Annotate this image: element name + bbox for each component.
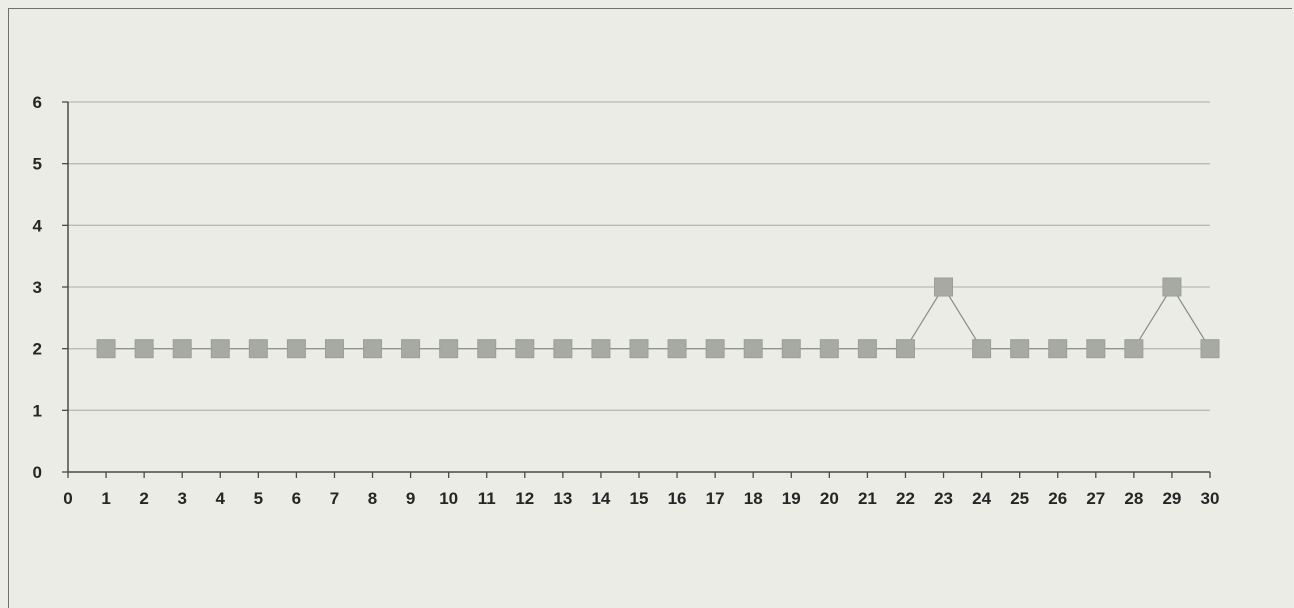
x-tick-label-12: 12: [515, 489, 534, 508]
data-point-16: [667, 339, 687, 359]
y-tick-label-3: 3: [33, 278, 42, 297]
y-tick-label-2: 2: [33, 340, 42, 359]
x-tick-label-22: 22: [896, 489, 915, 508]
chart-frame: [8, 8, 1292, 608]
x-tick-label-20: 20: [820, 489, 839, 508]
x-tick-label-30: 30: [1201, 489, 1220, 508]
x-tick-label-6: 6: [292, 489, 301, 508]
x-tick-label-29: 29: [1162, 489, 1181, 508]
data-point-2: [134, 339, 154, 359]
data-point-15: [629, 339, 649, 359]
data-point-9: [401, 339, 421, 359]
data-point-13: [553, 339, 573, 359]
data-point-7: [324, 339, 344, 359]
data-point-4: [210, 339, 230, 359]
data-point-20: [819, 339, 839, 359]
x-tick-label-26: 26: [1048, 489, 1067, 508]
y-tick-label-4: 4: [33, 216, 43, 235]
data-point-18: [743, 339, 763, 359]
x-tick-label-27: 27: [1086, 489, 1105, 508]
data-point-22: [895, 339, 915, 359]
data-point-1: [96, 339, 116, 359]
y-tick-label-0: 0: [33, 463, 42, 482]
data-point-26: [1048, 339, 1068, 359]
data-point-3: [172, 339, 192, 359]
data-point-24: [972, 339, 992, 359]
data-point-25: [1010, 339, 1030, 359]
x-tick-label-5: 5: [254, 489, 263, 508]
data-point-29: [1162, 277, 1182, 297]
y-tick-label-6: 6: [33, 93, 42, 112]
data-point-11: [477, 339, 497, 359]
data-point-27: [1086, 339, 1106, 359]
data-point-17: [705, 339, 725, 359]
data-point-12: [515, 339, 535, 359]
x-tick-label-11: 11: [478, 489, 496, 508]
x-tick-label-17: 17: [706, 489, 725, 508]
data-point-10: [439, 339, 459, 359]
x-tick-label-18: 18: [744, 489, 763, 508]
x-tick-label-13: 13: [553, 489, 572, 508]
data-point-21: [857, 339, 877, 359]
data-point-14: [591, 339, 611, 359]
data-point-30: [1200, 339, 1220, 359]
x-tick-label-3: 3: [177, 489, 186, 508]
x-tick-label-10: 10: [439, 489, 458, 508]
x-tick-label-8: 8: [368, 489, 377, 508]
data-point-23: [934, 277, 954, 297]
x-tick-label-7: 7: [330, 489, 339, 508]
x-tick-label-21: 21: [858, 489, 877, 508]
data-point-6: [286, 339, 306, 359]
x-tick-label-14: 14: [591, 489, 610, 508]
y-tick-label-1: 1: [33, 401, 42, 420]
x-tick-label-23: 23: [934, 489, 953, 508]
x-tick-label-19: 19: [782, 489, 801, 508]
x-tick-label-28: 28: [1124, 489, 1143, 508]
y-tick-label-5: 5: [33, 155, 42, 174]
x-tick-label-2: 2: [139, 489, 148, 508]
data-point-19: [781, 339, 801, 359]
x-tick-label-0: 0: [63, 489, 72, 508]
x-tick-label-24: 24: [972, 489, 991, 508]
data-point-8: [363, 339, 383, 359]
x-tick-label-9: 9: [406, 489, 415, 508]
x-tick-label-15: 15: [630, 489, 649, 508]
x-tick-label-16: 16: [668, 489, 687, 508]
series-line-0: [106, 285, 1211, 350]
data-point-28: [1124, 339, 1144, 359]
x-tick-label-4: 4: [216, 489, 226, 508]
x-tick-label-1: 1: [101, 489, 110, 508]
x-tick-label-25: 25: [1010, 489, 1029, 508]
data-point-5: [248, 339, 268, 359]
